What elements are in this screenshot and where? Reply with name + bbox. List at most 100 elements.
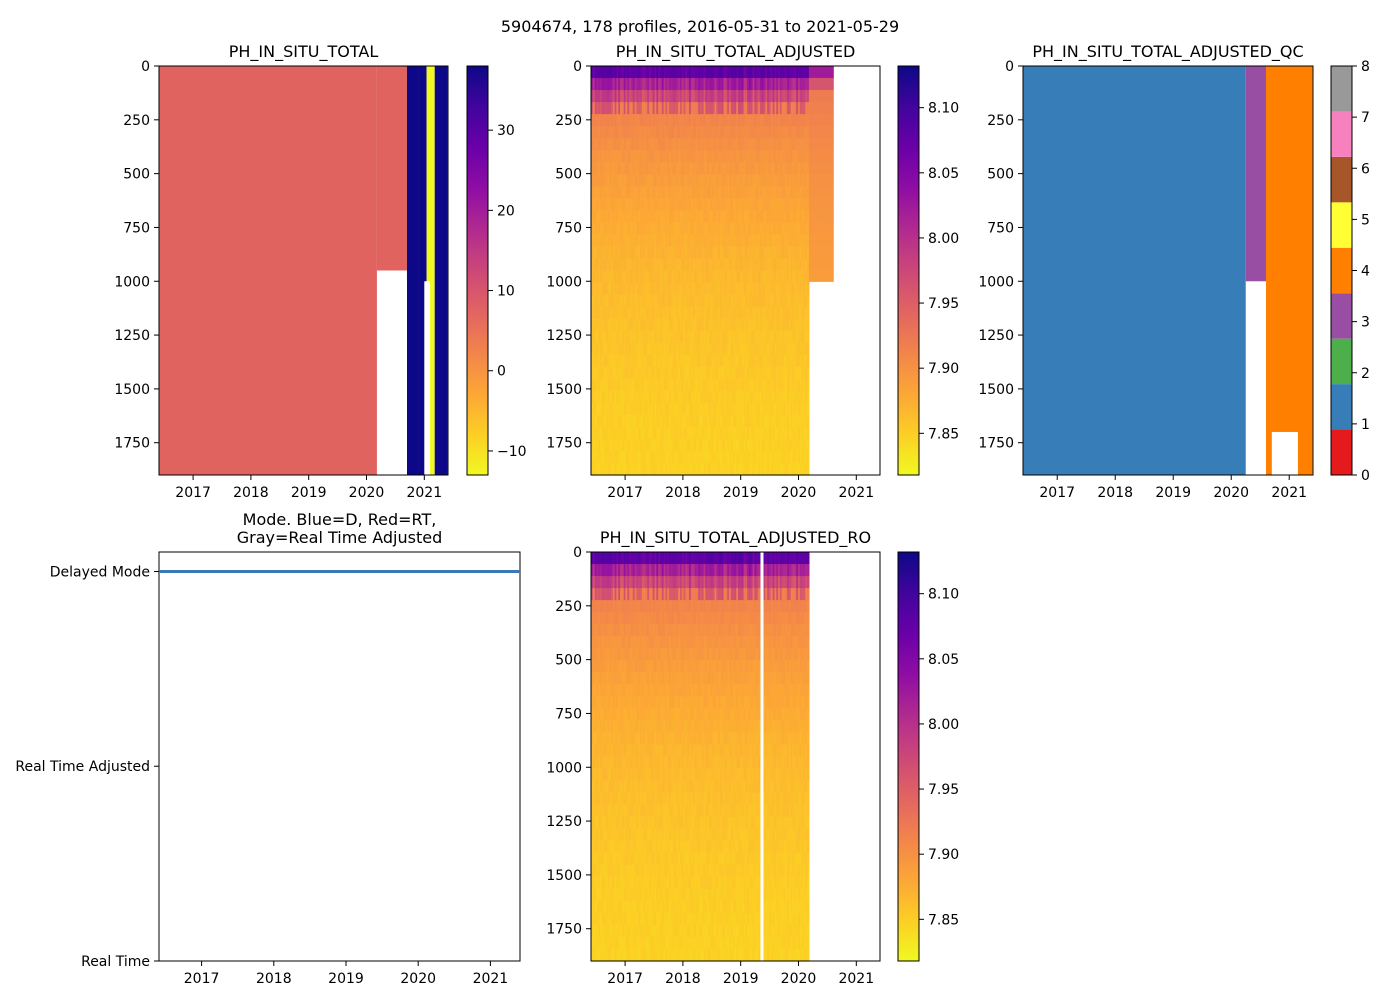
adjusted-heatmap-cell xyxy=(748,66,752,79)
adjusted-heatmap-cell xyxy=(652,414,656,428)
adjusted-heatmap-cell xyxy=(723,330,726,344)
adjusted-heatmap-cell xyxy=(729,174,732,187)
adjusted-heatmap-cell xyxy=(738,186,741,199)
adjusted-heatmap-cell xyxy=(649,66,652,79)
adjusted-heatmap-cell xyxy=(591,150,594,163)
adjusted-heatmap-cell xyxy=(630,318,634,332)
adjusted-heatmap-cell xyxy=(692,426,696,440)
adjusted-heatmap-cell xyxy=(621,294,625,308)
adjusted-heatmap-cell xyxy=(605,330,608,344)
adjusted-heatmap-cell xyxy=(594,114,598,127)
adjusted-heatmap-cell xyxy=(665,414,668,428)
adjusted-heatmap-cell xyxy=(661,270,665,284)
adjusted-heatmap-cell xyxy=(699,306,703,320)
adjusted-heatmap-cell xyxy=(730,222,734,236)
adjusted-heatmap-cell xyxy=(723,150,726,163)
adjusted-heatmap-cell xyxy=(658,318,661,332)
adjusted-heatmap-cell xyxy=(723,198,726,211)
ro-heatmap-cell xyxy=(609,852,612,866)
adjusted-heatmap-cell xyxy=(656,102,659,115)
adjusted-heatmap-cell xyxy=(647,102,650,115)
adjusted-heatmap-cell xyxy=(640,66,643,79)
adjusted-heatmap-cell xyxy=(783,318,786,332)
adjusted-heatmap-cell xyxy=(829,125,832,139)
adjusted-heatmap-cell xyxy=(625,450,628,464)
adjusted-heatmap-cell xyxy=(694,186,697,199)
adjusted-heatmap-cell xyxy=(730,90,734,103)
adjusted-heatmap-cell xyxy=(783,102,786,115)
ro-heatmap-cell xyxy=(594,936,598,950)
adjusted-heatmap-cell xyxy=(674,318,677,332)
adjusted-heatmap-cell xyxy=(670,102,674,115)
adjusted-heatmap-cell xyxy=(770,150,774,163)
adjusted-heatmap-cell xyxy=(600,210,603,223)
adjusted-heatmap-cell xyxy=(759,78,763,91)
ro-heatmap-cell xyxy=(612,804,616,818)
adjusted-heatmap-cell xyxy=(727,258,730,272)
adjusted-heatmap-cell xyxy=(732,402,736,416)
adjusted-heatmap-cell xyxy=(718,78,721,91)
adjusted-heatmap-cell xyxy=(808,209,812,223)
adjusted-heatmap-cell xyxy=(734,282,737,296)
adjusted-heatmap-cell xyxy=(610,462,614,476)
adjusted-heatmap-cell xyxy=(699,174,703,187)
adjusted-heatmap-cell xyxy=(596,366,599,380)
adjusted-heatmap-cell xyxy=(705,282,708,296)
adjusted-heatmap-cell xyxy=(694,210,697,223)
adjusted-heatmap-cell xyxy=(774,114,777,127)
adjusted-heatmap-cell xyxy=(779,246,783,260)
adjusted-heatmap-cell xyxy=(763,162,766,175)
adjusted-heatmap-cell xyxy=(729,90,732,103)
adjusted-heatmap-cell xyxy=(674,438,677,452)
adjusted-heatmap-cell xyxy=(767,246,770,260)
adjusted-heatmap-cell xyxy=(810,197,814,211)
adjusted-heatmap-cell xyxy=(605,366,608,380)
adjusted-heatmap-cell xyxy=(710,198,714,211)
adjusted-heatmap-cell xyxy=(696,450,699,464)
adjusted-heatmap-cell xyxy=(730,126,734,139)
adjusted-heatmap-cell xyxy=(772,402,776,416)
adjusted-heatmap-cell xyxy=(803,294,806,308)
adjusted-heatmap-cell xyxy=(678,426,681,440)
adjusted-heatmap-cell xyxy=(748,366,752,380)
adjusted-heatmap-cell xyxy=(721,402,725,416)
adjusted-heatmap-cell xyxy=(790,66,794,79)
adjusted-heatmap-cell xyxy=(614,150,618,163)
adjusted-heatmap-cell xyxy=(770,210,774,223)
adjusted-heatmap-cell xyxy=(620,78,623,91)
adjusted-heatmap-cell xyxy=(638,426,641,440)
adjusted-heatmap-cell xyxy=(707,138,710,151)
adjusted-heatmap-cell xyxy=(714,198,717,211)
adjusted-heatmap-cell xyxy=(620,102,623,115)
adjusted-heatmap-cell xyxy=(643,174,647,187)
adjusted-heatmap-cell xyxy=(610,90,614,103)
adjusted-heatmap-cell xyxy=(756,198,759,211)
ro-heatmap-cell xyxy=(612,708,616,722)
adjusted-heatmap-cell xyxy=(660,342,663,356)
adjusted-heatmap-cell xyxy=(719,174,723,187)
adjusted-heatmap-cell xyxy=(654,90,657,103)
adjusted-heatmap-cell xyxy=(810,185,814,199)
adjusted-heatmap-cell xyxy=(591,390,594,404)
ro-heatmap-cell xyxy=(610,936,614,950)
ro-heatmap-cell xyxy=(605,576,608,589)
adjusted-heatmap-cell xyxy=(594,438,598,452)
adjusted-heatmap-cell xyxy=(689,66,692,79)
adjusted-heatmap-cell xyxy=(816,185,820,199)
adjusted-heatmap-cell xyxy=(765,102,768,115)
adjusted-heatmap-cell xyxy=(716,162,719,175)
ro-heatmap-cell xyxy=(596,660,599,673)
adjusted-heatmap-cell xyxy=(768,426,772,440)
adjusted-heatmap-cell xyxy=(729,402,732,416)
adjusted-heatmap-cell xyxy=(747,210,750,223)
adjusted-heatmap-cell xyxy=(747,330,750,344)
adjusted-heatmap-cell xyxy=(807,174,810,187)
adjusted-heatmap-cell xyxy=(596,174,599,187)
adjusted-heatmap-cell xyxy=(798,366,801,380)
adjusted-heatmap-cell xyxy=(792,150,795,163)
adjusted-heatmap-cell xyxy=(705,210,708,223)
adjusted-heatmap-cell xyxy=(598,414,601,428)
adjusted-heatmap-cell xyxy=(696,366,699,380)
adjusted-heatmap-cell xyxy=(723,390,726,404)
ro-heatmap-cell xyxy=(598,780,601,794)
